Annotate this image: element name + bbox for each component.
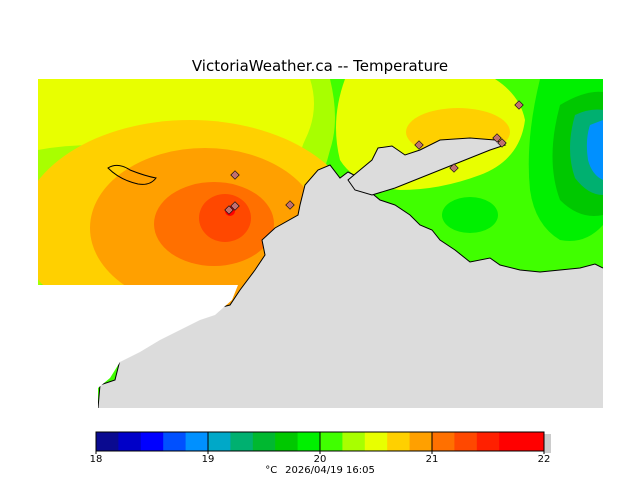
colorbar-swatch: [118, 432, 142, 451]
no-data-area: [38, 285, 238, 408]
colorbar-tick-label: 19: [201, 454, 215, 465]
colorbar-swatch: [499, 432, 523, 451]
colorbar-swatch: [163, 432, 187, 451]
station-diamond-icon[interactable]: [497, 138, 507, 148]
map-caption: °C 2026/04/19 16:05: [0, 465, 640, 476]
temperature-contours: [38, 79, 603, 408]
small-island: [107, 164, 157, 185]
colorbar-tick-label: 21: [425, 454, 439, 465]
colorbar-swatch: [96, 432, 119, 451]
colorbar-tick-label: 20: [313, 454, 327, 465]
inlet-land: [347, 137, 507, 196]
colorbar-swatch: [387, 432, 411, 451]
contour-18-east: [586, 120, 603, 180]
map-title: VictoriaWeather.ca -- Temperature: [191, 57, 449, 75]
station-diamond-icon[interactable]: [230, 201, 240, 211]
station-diamond-icon[interactable]: [224, 205, 234, 215]
station-diamond-icon[interactable]: [492, 133, 502, 143]
contour-islands: [442, 197, 498, 233]
colorbar-swatch: [252, 432, 276, 451]
colorbar-swatch: [320, 432, 343, 451]
colorbar-tick-label: 18: [89, 454, 103, 465]
colorbar-tick-label: 22: [537, 454, 551, 465]
colorbar-swatch: [364, 432, 388, 451]
station-markers: [224, 100, 524, 215]
colorbar-swatch: [208, 432, 231, 451]
colorbar-swatch: [275, 432, 299, 451]
land-mass: [98, 165, 603, 408]
station-diamond-icon[interactable]: [514, 100, 524, 110]
colorbar-swatch: [140, 432, 164, 451]
colorbar-swatch: [521, 432, 545, 451]
contour-22.5-23: [199, 194, 251, 242]
station-diamond-icon[interactable]: [285, 200, 295, 210]
colorbar-swatch: [297, 432, 321, 451]
colorbar-swatch: [409, 432, 433, 451]
colorbar-swatch: [432, 432, 455, 451]
station-diamond-icon[interactable]: [414, 140, 424, 150]
colorbar-swatch: [342, 432, 366, 451]
colorbar-swatch: [185, 432, 209, 451]
timestamp-label: 2026/04/19 16:05: [285, 465, 375, 476]
unit-label: °C: [265, 465, 278, 476]
station-diamond-icon[interactable]: [449, 163, 459, 173]
colorbar-swatch: [230, 432, 254, 451]
colorbar-swatch: [476, 432, 500, 451]
station-diamond-icon[interactable]: [230, 170, 240, 180]
colorbar-shadow: [544, 434, 551, 453]
colorbar-swatch: [454, 432, 478, 451]
colorbar: [95, 431, 551, 454]
